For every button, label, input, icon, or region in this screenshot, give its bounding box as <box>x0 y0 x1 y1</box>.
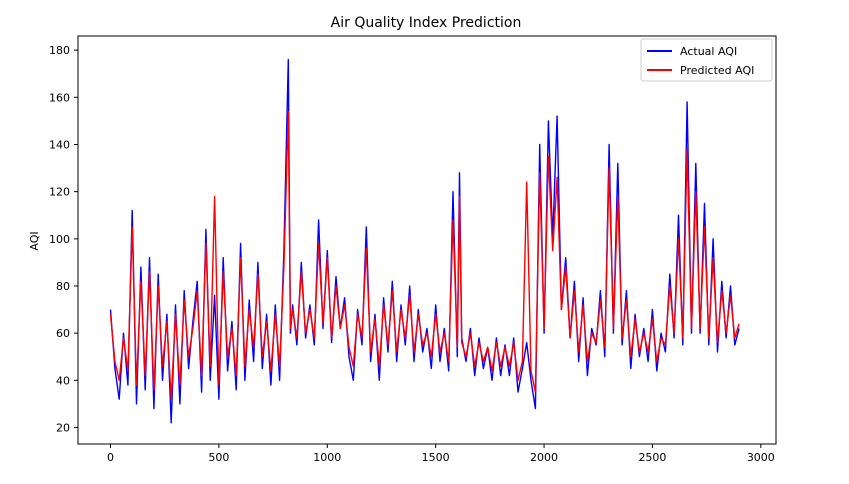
y-tick-label: 160 <box>49 91 70 104</box>
x-tick-label: 3000 <box>747 451 775 464</box>
x-tick-label: 500 <box>208 451 229 464</box>
series-layer <box>109 58 740 424</box>
y-tick-label: 140 <box>49 138 70 151</box>
y-tick-label: 180 <box>49 44 70 57</box>
y-tick-label: 80 <box>56 280 70 293</box>
y-tick-label: 60 <box>56 327 70 340</box>
legend: Actual AQI Predicted AQI <box>640 38 773 82</box>
chart-title: Air Quality Index Prediction <box>331 15 522 31</box>
y-tick-label: 100 <box>49 233 70 246</box>
plot-frame <box>77 35 777 445</box>
x-tick-label: 1500 <box>422 451 450 464</box>
axes-layer: 0 500 1000 1500 2000 2500 3000 20 40 60 80 100 120 14… <box>49 35 777 464</box>
y-tick-label: 120 <box>49 186 70 199</box>
y-tick-label: 40 <box>56 374 70 387</box>
x-tick-label: 1000 <box>313 451 341 464</box>
legend-label-actual: Actual AQI <box>680 45 737 58</box>
x-tick-label: 2500 <box>638 451 666 464</box>
x-tick-label: 0 <box>107 451 114 464</box>
x-tick-label: 2000 <box>530 451 558 464</box>
y-tick-label: 20 <box>56 421 70 434</box>
y-axis-label: AQI <box>28 231 41 250</box>
legend-label-predicted: Predicted AQI <box>680 64 754 77</box>
series-line-predicted-aqi <box>109 110 740 400</box>
legend-box <box>640 38 773 82</box>
